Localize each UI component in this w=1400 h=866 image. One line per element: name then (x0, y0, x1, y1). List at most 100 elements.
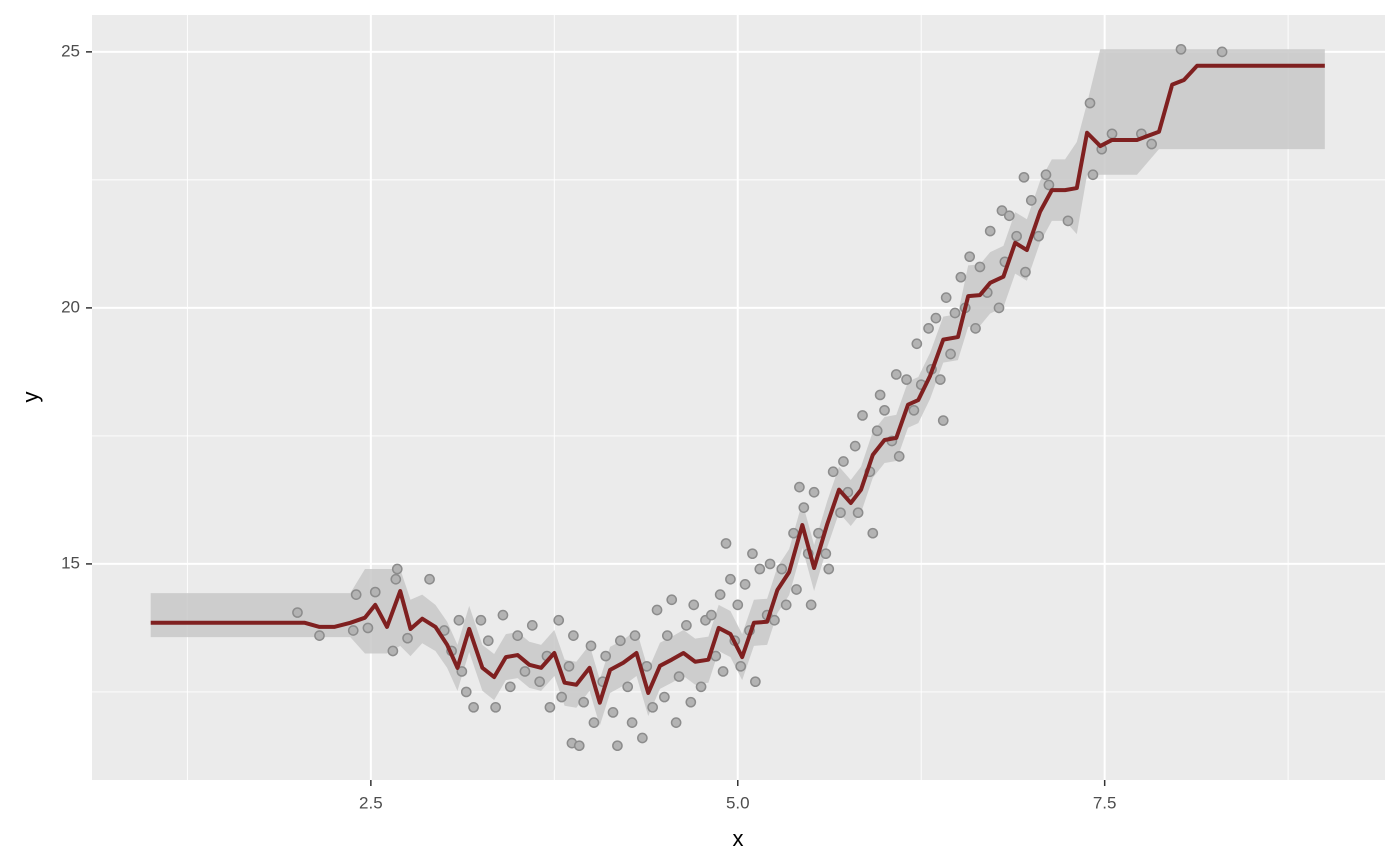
data-point (607, 707, 619, 718)
data-point (615, 635, 626, 647)
data-point (468, 701, 479, 713)
data-point (750, 676, 761, 688)
data-point (1043, 179, 1055, 191)
data-point (573, 740, 585, 752)
data-point (1216, 46, 1228, 58)
data-point (984, 225, 996, 237)
data-point (996, 205, 1008, 216)
data-point (504, 681, 516, 693)
data-point (788, 527, 799, 539)
data-point (805, 599, 817, 611)
data-point (1040, 169, 1052, 181)
y-tick-label: 20 (61, 297, 80, 316)
data-point (519, 666, 531, 677)
trend-line (150, 63, 1325, 705)
data-point (588, 717, 600, 729)
data-point (970, 323, 981, 334)
data-point (453, 614, 465, 626)
data-point (651, 604, 663, 616)
data-point (347, 625, 359, 636)
data-point (820, 548, 832, 560)
data-point (934, 374, 946, 385)
data-point (497, 609, 509, 621)
data-point (867, 527, 879, 539)
data-point (482, 635, 494, 647)
x-tick-label: 7.5 (1093, 793, 1117, 812)
data-point (688, 599, 700, 611)
x-tick-label: 2.5 (359, 793, 383, 812)
data-point (661, 630, 673, 641)
data-point (1087, 169, 1099, 181)
data-point (578, 696, 590, 708)
data-point (908, 404, 920, 416)
data-point (923, 323, 934, 334)
data-point (911, 338, 923, 350)
data-point (685, 696, 697, 708)
data-point (1018, 171, 1030, 183)
data-point (647, 701, 658, 713)
data-point (964, 251, 976, 263)
data-point (808, 486, 820, 498)
data-point (852, 507, 864, 519)
data-point (791, 584, 802, 595)
data-point (955, 271, 967, 283)
data-point (735, 660, 747, 672)
y-axis-title: y (18, 392, 43, 403)
data-point (901, 374, 912, 385)
data-point (769, 614, 780, 626)
data-point (993, 302, 1005, 314)
data-point (714, 589, 726, 600)
data-point (585, 640, 597, 652)
data-point (835, 507, 846, 519)
data-point (879, 404, 890, 416)
data-point (456, 666, 468, 677)
data-point (512, 630, 523, 641)
data-point (314, 630, 325, 641)
data-point (705, 609, 717, 621)
x-axis-title: x (733, 826, 744, 851)
data-point (391, 563, 403, 575)
data-point (673, 671, 685, 682)
data-point (720, 538, 732, 549)
data-point (794, 481, 805, 493)
data-point (937, 415, 949, 426)
data-point (1062, 215, 1074, 227)
data-point (681, 620, 692, 631)
data-point (534, 676, 545, 688)
data-point (424, 573, 435, 585)
data-point (475, 614, 487, 626)
data-point (659, 691, 670, 703)
data-point (857, 410, 868, 421)
confidence-ribbon (150, 49, 1325, 726)
data-point (1025, 195, 1037, 206)
data-point (930, 312, 942, 324)
data-point (362, 622, 374, 634)
data-point (629, 630, 641, 641)
data-point (369, 586, 381, 598)
data-point (695, 681, 707, 693)
data-point (568, 630, 579, 641)
data-point (1011, 230, 1022, 242)
data-point (949, 307, 961, 319)
data-point (612, 740, 623, 752)
data-point (739, 579, 751, 590)
y-tick-label: 15 (61, 553, 80, 572)
data-point (641, 660, 653, 672)
data-point (890, 369, 902, 380)
data-point (563, 660, 575, 672)
data-point (1175, 43, 1187, 55)
data-point (747, 548, 758, 560)
data-point (940, 292, 952, 304)
data-point (871, 425, 883, 437)
data-point (764, 558, 776, 570)
data-point (544, 701, 556, 713)
data-point (827, 466, 839, 478)
data-point (402, 632, 413, 644)
data-point (974, 261, 986, 273)
data-point (754, 563, 766, 575)
data-point (732, 599, 744, 611)
data-point (849, 440, 861, 452)
data-point (292, 607, 303, 618)
data-point (622, 681, 634, 693)
data-point (798, 502, 810, 513)
